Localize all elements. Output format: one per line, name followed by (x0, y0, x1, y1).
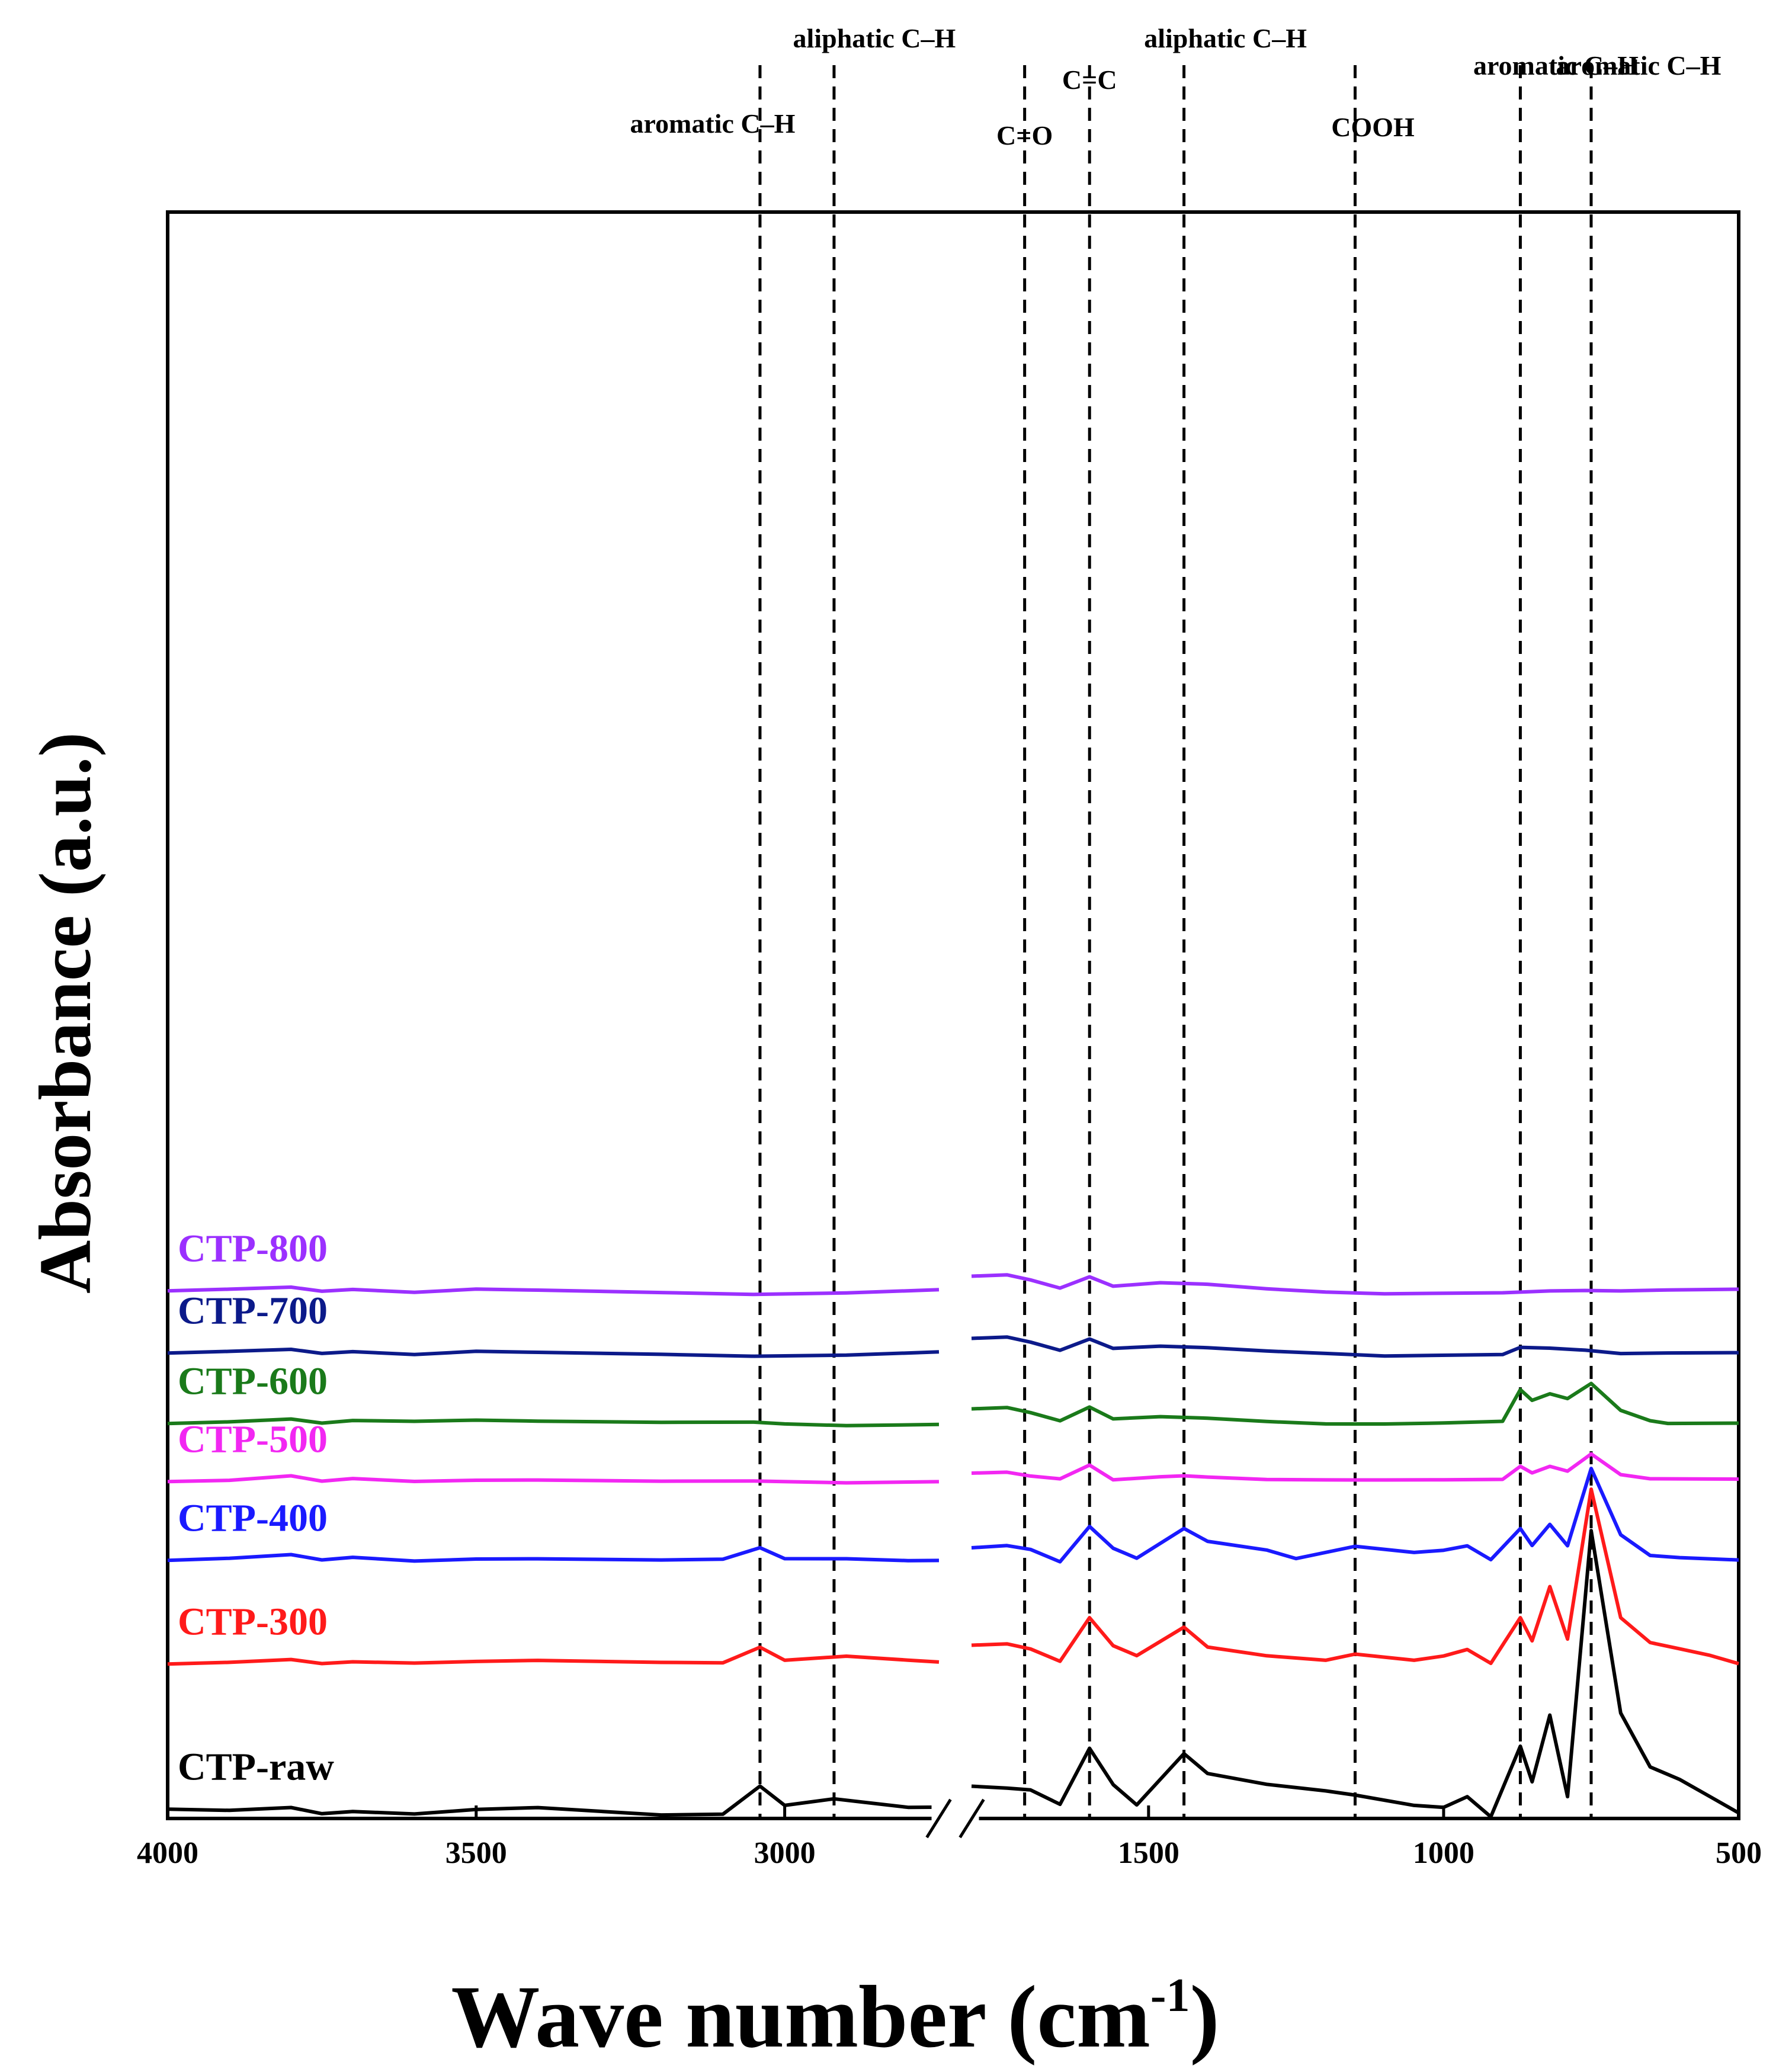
x-axis-unit-text: (cm (1007, 1968, 1150, 2066)
series-line (971, 1487, 1739, 1666)
annotation-label: aliphatic C–H (1144, 23, 1307, 53)
series-line (971, 1452, 1739, 1482)
series-line (167, 1784, 940, 1817)
series-label: CTP-700 (178, 1289, 328, 1332)
annotation-label: aromatic C–H (1473, 50, 1639, 81)
series-ctp-700: CTP-700 (167, 1289, 1739, 1358)
x-axis-label-text: Wave number (451, 1968, 985, 2066)
series-line (971, 1529, 1740, 1819)
series-ctp-800: CTP-800 (167, 1227, 1739, 1297)
x-tick-label: 1000 (1413, 1836, 1474, 1870)
series-line (167, 1545, 940, 1563)
annotation-label: COOH (1331, 112, 1415, 142)
annotation-label: aliphatic C–H (793, 23, 956, 53)
series-line (971, 1467, 1739, 1564)
x-axis-unit-close: ) (1190, 1968, 1220, 2066)
series-ctp-600: CTP-600 (167, 1359, 1739, 1428)
annotation-label: aromatic C–H (1556, 50, 1722, 81)
series-layer: CTP-800 CTP-700 CTP-600 CTP-500 CTP-400 CTP-3… (167, 1227, 1740, 1819)
annotation-label: aromatic C–H (630, 108, 795, 139)
plot-frame (166, 210, 1740, 1820)
series-label: CTP-800 (178, 1227, 328, 1270)
x-tick-label: 500 (1716, 1836, 1762, 1870)
series-line (971, 1335, 1739, 1358)
series-line (167, 1474, 940, 1485)
series-line (971, 1273, 1739, 1296)
series-label: CTP-400 (178, 1496, 328, 1539)
series-line (167, 1417, 940, 1428)
series-ctp-raw: CTP-raw (167, 1529, 1740, 1819)
series-label: CTP-300 (178, 1600, 328, 1643)
series-line (167, 1285, 940, 1297)
series-ctp-500: CTP-500 (167, 1417, 1739, 1485)
axis-break-mark (925, 1798, 952, 1839)
x-tick-label: 3500 (445, 1836, 507, 1870)
x-axis-label: Wave number (cm-1) (451, 1968, 1219, 2066)
axis-break-mark (958, 1798, 985, 1839)
series-line (167, 1348, 940, 1358)
annotation-layer: aromatic C–H aliphatic C–H C=O C=C aliphatic… (630, 23, 1722, 1818)
x-axis-unit-exponent: -1 (1150, 1970, 1190, 2022)
series-line (971, 1381, 1739, 1426)
x-tick-label: 1500 (1118, 1836, 1179, 1870)
annotation-label: C=O (996, 120, 1053, 150)
series-ctp-400: CTP-400 (167, 1467, 1739, 1564)
series-label: CTP-500 (178, 1417, 328, 1461)
series-ctp-300: CTP-300 (167, 1487, 1739, 1666)
x-tick-label: 3000 (754, 1836, 816, 1870)
series-label: CTP-600 (178, 1359, 328, 1403)
x-tick-label: 4000 (137, 1836, 198, 1870)
series-line (167, 1645, 940, 1666)
annotation-label: C=C (1062, 65, 1117, 95)
series-label: CTP-raw (178, 1745, 334, 1788)
x-axis: 4000 3500 3000 1500 1000 500 (137, 1798, 1762, 1870)
y-axis-label: Absorbance (a.u.) (25, 732, 107, 1294)
